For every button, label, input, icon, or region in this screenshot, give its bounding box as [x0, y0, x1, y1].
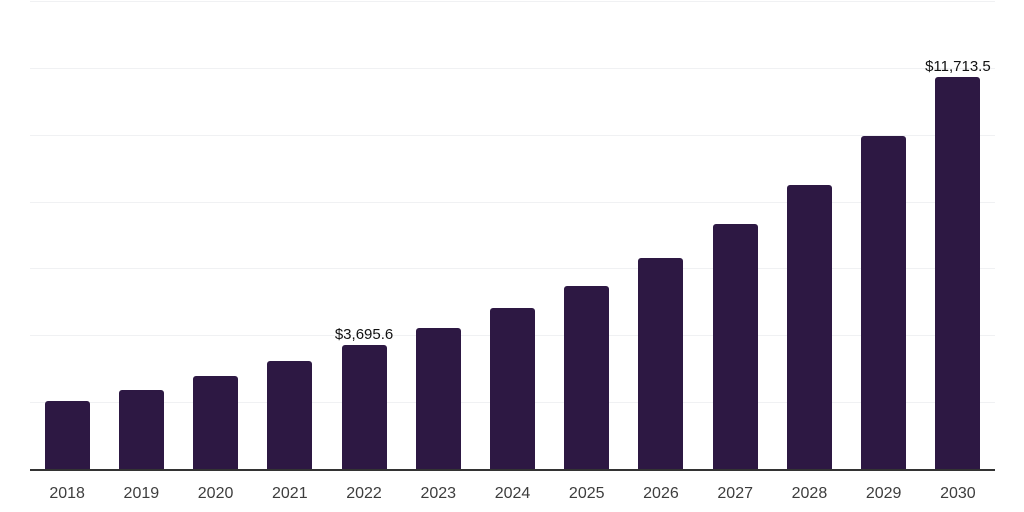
bar-2030[interactable]: [935, 77, 981, 469]
x-tick-2020: 2020: [197, 485, 234, 502]
bar-2024[interactable]: [490, 308, 535, 469]
x-tick-2024: 2024: [494, 485, 531, 502]
bar-2026[interactable]: [638, 258, 684, 469]
bar-2018[interactable]: [44, 401, 90, 469]
plot-area: [30, 1, 995, 469]
x-axis-line: [30, 469, 995, 471]
gridline: [30, 201, 995, 203]
bar-2025[interactable]: [564, 286, 610, 469]
bar-2020[interactable]: [193, 375, 239, 469]
gridline: [30, 1, 995, 2]
bar-2023[interactable]: [415, 328, 461, 469]
x-tick-2023: 2023: [420, 485, 457, 502]
x-tick-2019: 2019: [123, 485, 160, 502]
gridline: [30, 67, 995, 69]
bar-2019[interactable]: [118, 390, 164, 469]
bar-2029[interactable]: [861, 135, 907, 469]
x-tick-2022: 2022: [346, 485, 382, 502]
bar-2022[interactable]: [341, 345, 387, 469]
x-tick-2028: 2028: [791, 485, 828, 502]
bar-2027[interactable]: [712, 223, 758, 469]
x-tick-2029: 2029: [865, 485, 902, 502]
gridline: [30, 268, 995, 270]
value-label-2030: $11,713.5: [925, 58, 991, 76]
x-tick-2025: 2025: [568, 485, 605, 502]
gridline: [30, 134, 995, 136]
bar-2021[interactable]: [267, 360, 313, 469]
x-tick-2027: 2027: [717, 485, 753, 502]
bar-2028[interactable]: [786, 184, 832, 469]
x-tick-2026: 2026: [643, 485, 679, 502]
x-tick-2021: 2021: [272, 485, 308, 502]
x-tick-2030: 2030: [940, 485, 976, 502]
value-label-2022: $3,695.6: [334, 326, 394, 344]
x-tick-2018: 2018: [49, 485, 85, 502]
